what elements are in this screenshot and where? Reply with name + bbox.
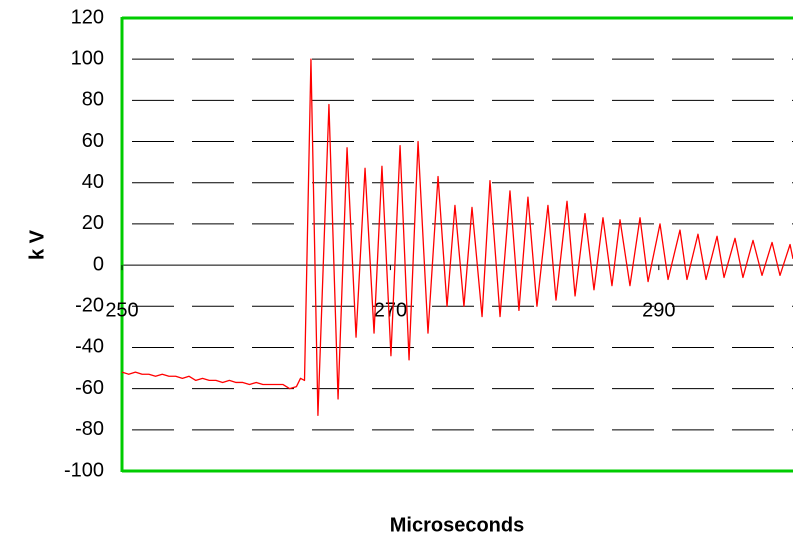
y-tick-label: 100 xyxy=(71,47,104,69)
x-tick-label: 250 xyxy=(105,299,138,321)
y-tick-label: -100 xyxy=(64,459,104,481)
data-line xyxy=(121,58,793,417)
y-tick-label: 80 xyxy=(82,89,104,111)
y-axis-title: k V xyxy=(26,229,48,260)
y-tick-label: 20 xyxy=(82,212,104,234)
y-tick-label: -60 xyxy=(75,377,104,399)
y-tick-label: -80 xyxy=(75,418,104,440)
y-tick-label: 120 xyxy=(71,6,104,28)
x-tick-label: 290 xyxy=(642,299,675,321)
y-tick-label: 0 xyxy=(93,253,104,275)
y-tick-label: 60 xyxy=(82,130,104,152)
y-tick-label: -20 xyxy=(75,295,104,317)
y-tick-label: -40 xyxy=(75,336,104,358)
y-tick-label: 40 xyxy=(82,171,104,193)
x-tick-label: 270 xyxy=(374,299,407,321)
x-axis-title: Microseconds xyxy=(390,514,524,536)
